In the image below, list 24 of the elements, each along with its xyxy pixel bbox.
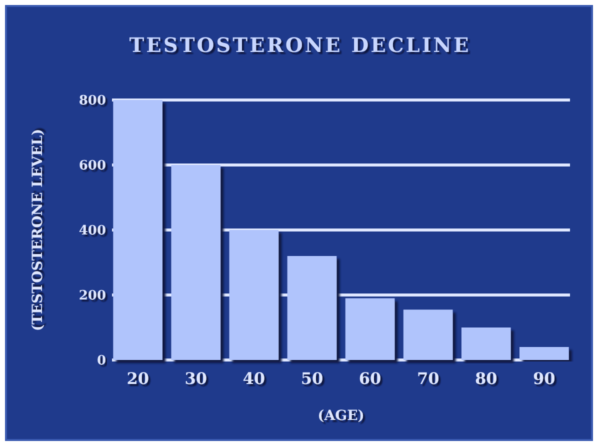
x-tick-label: 40 [242, 369, 266, 388]
y-tick-label: 0 [96, 354, 106, 369]
x-tick-label: 90 [533, 369, 556, 388]
x-axis-title: (AGE) [318, 408, 364, 424]
y-axis-title: (TESTOSTERONE LEVEL) [30, 128, 46, 332]
bar [461, 328, 511, 360]
bar [229, 230, 279, 360]
bar [171, 165, 221, 360]
bar [287, 256, 337, 360]
y-tick-label: 800 [78, 94, 106, 109]
x-tick-label: 20 [126, 369, 149, 388]
bar [113, 100, 162, 360]
y-tick-label: 400 [78, 224, 106, 239]
y-tick-label: 200 [78, 288, 106, 304]
y-tick-label: 600 [78, 158, 106, 174]
x-tick-label: 50 [300, 369, 324, 388]
x-tick-label: 60 [358, 369, 382, 388]
chart-title: TESTOSTERONE DECLINE [129, 33, 471, 57]
bar [345, 298, 395, 360]
x-tick-label: 30 [184, 369, 208, 388]
bar [520, 347, 569, 360]
x-tick-label: 80 [474, 369, 498, 388]
bar [403, 310, 453, 360]
x-tick-label: 70 [416, 369, 440, 388]
